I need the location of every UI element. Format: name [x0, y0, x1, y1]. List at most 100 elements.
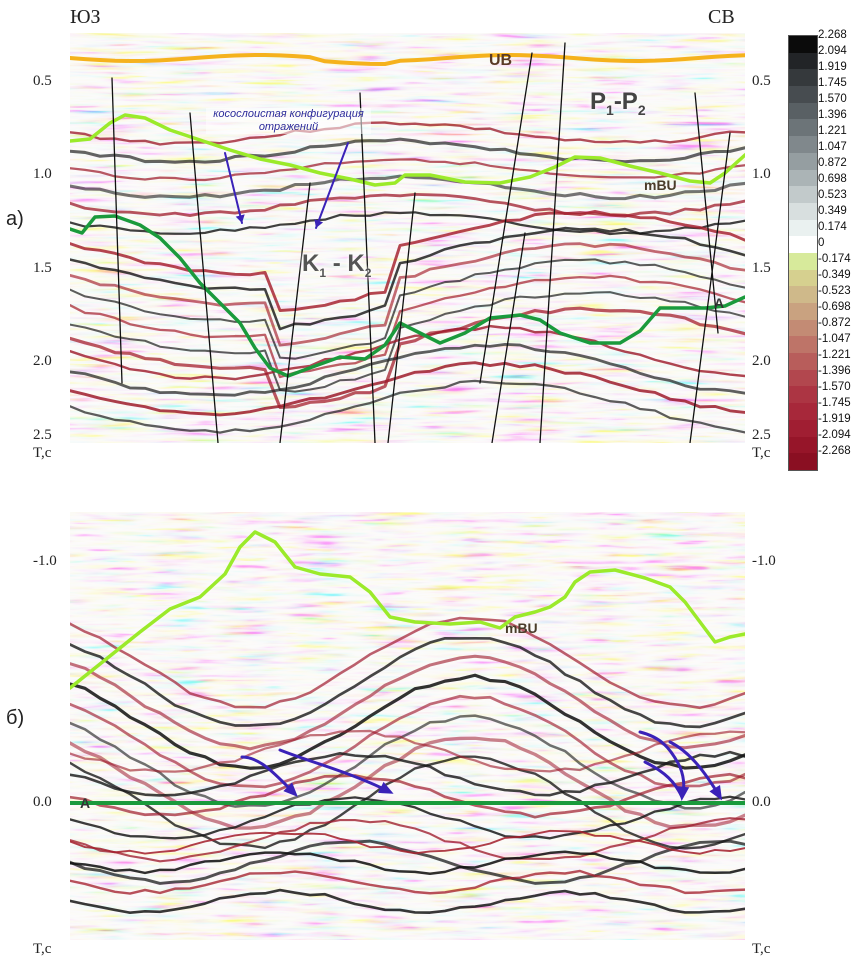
reflector-band	[70, 361, 745, 417]
tick-right-0.5: 0.5	[752, 73, 771, 89]
horizon-label-mbu-bottom: mBU	[505, 620, 538, 636]
reflector-band	[70, 616, 745, 710]
tick-right-2.0: 2.0	[752, 353, 771, 369]
fault-line	[689, 132, 731, 443]
reflector-band	[70, 379, 745, 434]
colorbar-swatch	[789, 119, 817, 137]
axis-label-right-top: T,c	[752, 445, 771, 461]
colorbar-swatch	[789, 86, 817, 103]
reflector-band	[70, 274, 745, 379]
colorbar-swatch	[789, 186, 817, 203]
colorbar-value: 0.349	[818, 205, 847, 217]
colorbar-value: -0.174	[818, 253, 851, 265]
reflector-band	[70, 324, 745, 381]
reflector-band	[70, 209, 745, 312]
colorbar-value: -2.268	[818, 445, 851, 457]
colorbar-value: 1.745	[818, 77, 847, 89]
reflector-band	[70, 714, 745, 810]
colorbar-swatch	[789, 419, 817, 437]
colorbar-swatch	[789, 236, 817, 253]
tick-right-2.5: 2.5	[752, 427, 771, 443]
tick-right-1.5: 1.5	[752, 260, 771, 276]
reflector-band	[70, 888, 745, 915]
colorbar-swatch	[789, 102, 817, 120]
reflector-band	[70, 211, 745, 236]
colorbar-swatch	[789, 152, 817, 170]
colorbar-value: 0.872	[818, 157, 847, 169]
cross-bedding-line2: отражений	[258, 121, 319, 133]
reflector-band	[70, 342, 745, 397]
tick-right-minus1: -1.0	[752, 553, 776, 569]
horizon-label-ub: UB	[489, 52, 513, 69]
colorbar-value: 2.094	[818, 45, 847, 57]
colorbar-value: 0.698	[818, 173, 847, 185]
colorbar-swatch	[789, 69, 817, 87]
reflector-band	[70, 795, 745, 840]
arrow-head	[676, 786, 690, 801]
colorbar-value: -0.349	[818, 269, 851, 281]
seismic-image-bottom	[70, 512, 745, 940]
arrow-head	[378, 781, 394, 794]
colorbar-swatch	[789, 36, 817, 53]
p-sub-2: 2	[637, 101, 646, 118]
fault-line	[279, 182, 311, 443]
k-main: K	[302, 250, 320, 277]
colorbar-value: 2.268	[818, 29, 847, 41]
p-dash: -P	[613, 88, 638, 115]
arrow-cross-bedding-1	[224, 152, 243, 224]
colorbar-value: 1.221	[818, 125, 847, 137]
k-dash: - K	[326, 250, 365, 277]
tick-left-2.0: 2.0	[33, 353, 52, 369]
arrow-downlap-2	[278, 748, 392, 794]
horizon-a	[70, 214, 745, 378]
colorbar-swatch	[789, 169, 817, 187]
colorbar-swatch	[789, 219, 817, 237]
p-main: P	[590, 88, 607, 115]
colorbar-swatch	[789, 252, 817, 270]
reflector-band	[70, 137, 745, 164]
colorbar-swatch	[789, 453, 817, 470]
reflector-band	[70, 869, 745, 895]
formation-label-p1-p2: P1-P2	[590, 88, 646, 118]
reflector-band	[70, 736, 745, 830]
colorbar-value: -1.919	[818, 413, 851, 425]
colorbar-swatch	[789, 269, 817, 287]
colorbar-value: 1.570	[818, 93, 847, 105]
colorbar-swatch	[789, 353, 817, 370]
seismic-image-top	[70, 33, 745, 443]
fault-line	[539, 42, 566, 443]
cross-bedding-caption: косослоистая конфигурация отражений	[206, 108, 371, 134]
reflector-band	[70, 654, 745, 751]
tick-right-0: 0.0	[752, 794, 771, 810]
colorbar-value: -0.872	[818, 317, 851, 329]
colorbar-value: -1.570	[818, 381, 851, 393]
fault-line	[694, 92, 719, 334]
axis-label-left-top: T,c	[33, 445, 52, 461]
colorbar-swatch	[789, 319, 817, 337]
p-sub-1: 1	[606, 101, 614, 118]
fault-line	[387, 192, 416, 443]
arrow-head	[314, 219, 324, 228]
formation-label-k1-k2: K1 - K2	[302, 250, 371, 280]
reflector-band	[70, 121, 745, 146]
reflector-band	[70, 839, 745, 885]
colorbar-gradient	[789, 36, 817, 470]
reflector-band	[70, 817, 745, 863]
reflector-band	[70, 850, 745, 875]
colorbar-value: -1.047	[818, 333, 851, 345]
reflector-band	[70, 258, 745, 360]
direction-ne-label: СВ	[708, 6, 735, 28]
reflector-band	[70, 636, 745, 729]
reflector-band	[70, 772, 745, 819]
direction-sw-label: ЮЗ	[70, 6, 101, 28]
arrow-head	[283, 782, 298, 797]
horizon-mbu	[70, 113, 745, 187]
colorbar-value: -2.094	[818, 429, 851, 441]
colorbar-swatch	[789, 436, 817, 454]
reflector-band	[70, 306, 745, 409]
panel-label-b: б)	[6, 707, 25, 729]
fault-line	[479, 52, 533, 384]
fault-line	[111, 77, 123, 384]
reflector-band	[70, 694, 745, 789]
colorbar-swatch	[789, 403, 817, 420]
